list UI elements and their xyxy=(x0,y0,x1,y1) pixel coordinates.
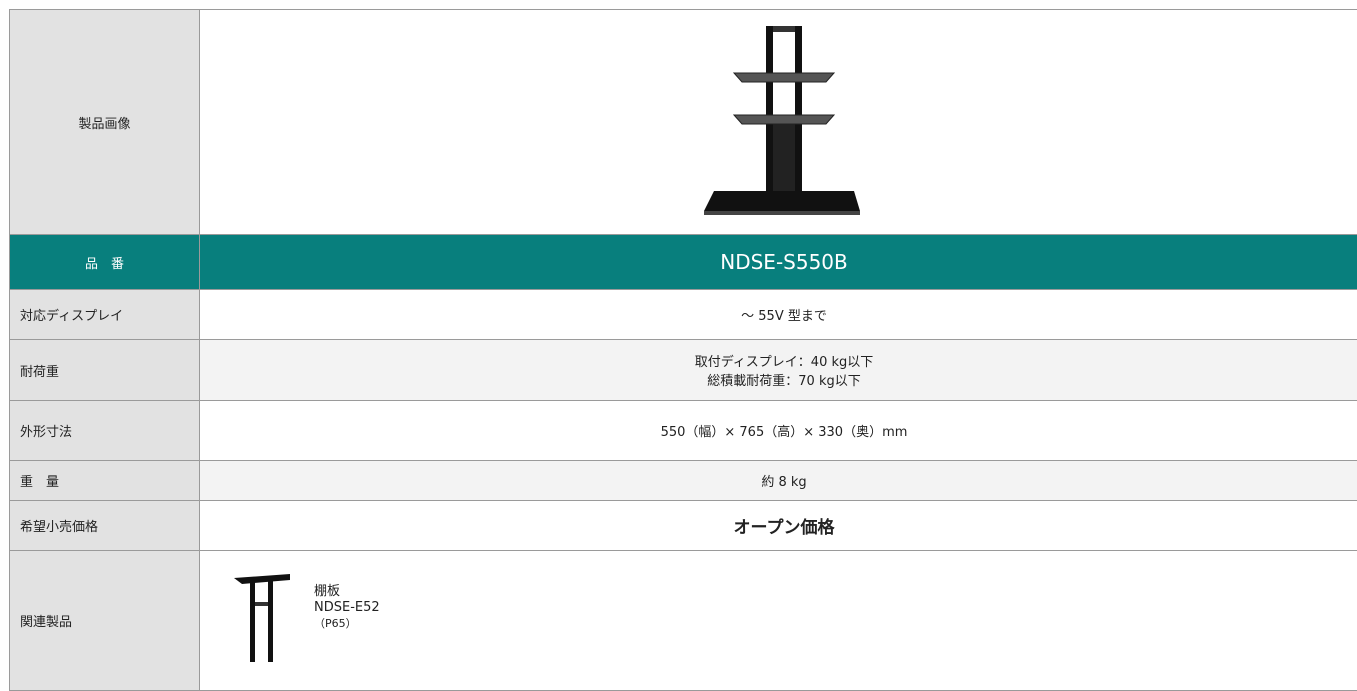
model-number: NDSE-S550B xyxy=(200,235,1357,290)
label: 希望小売価格 xyxy=(10,501,200,551)
value: 約 8 kg xyxy=(200,461,1357,501)
value: 550（幅）× 765（高）× 330（奥）mm xyxy=(200,401,1357,461)
label: 品 番 xyxy=(10,235,200,290)
label: 耐荷重 xyxy=(10,340,200,401)
value-line: 取付ディスプレイ：40 kg以下 xyxy=(200,351,1357,370)
value: ～ 55V 型まで xyxy=(200,290,1357,340)
label: 対応ディスプレイ xyxy=(10,290,200,340)
label: 製品画像 xyxy=(10,10,200,235)
label: 重 量 xyxy=(10,461,200,501)
label: 関連製品 xyxy=(10,551,200,691)
value: 取付ディスプレイ：40 kg以下総積載耐荷重：70 kg以下 xyxy=(200,340,1357,401)
related-cell: 棚板 NDSE-E52 （P65） xyxy=(200,551,1357,691)
product-image xyxy=(694,18,874,223)
label: 外形寸法 xyxy=(10,401,200,461)
value: オープン価格 xyxy=(200,501,1357,551)
related-image xyxy=(232,572,292,664)
value-line: 総積載耐荷重：70 kg以下 xyxy=(200,370,1357,389)
related-code: NDSE-E52 xyxy=(314,600,380,616)
product-image-cell xyxy=(200,10,1357,235)
related-name: 棚板 xyxy=(314,584,380,600)
related-page: （P65） xyxy=(314,616,380,632)
